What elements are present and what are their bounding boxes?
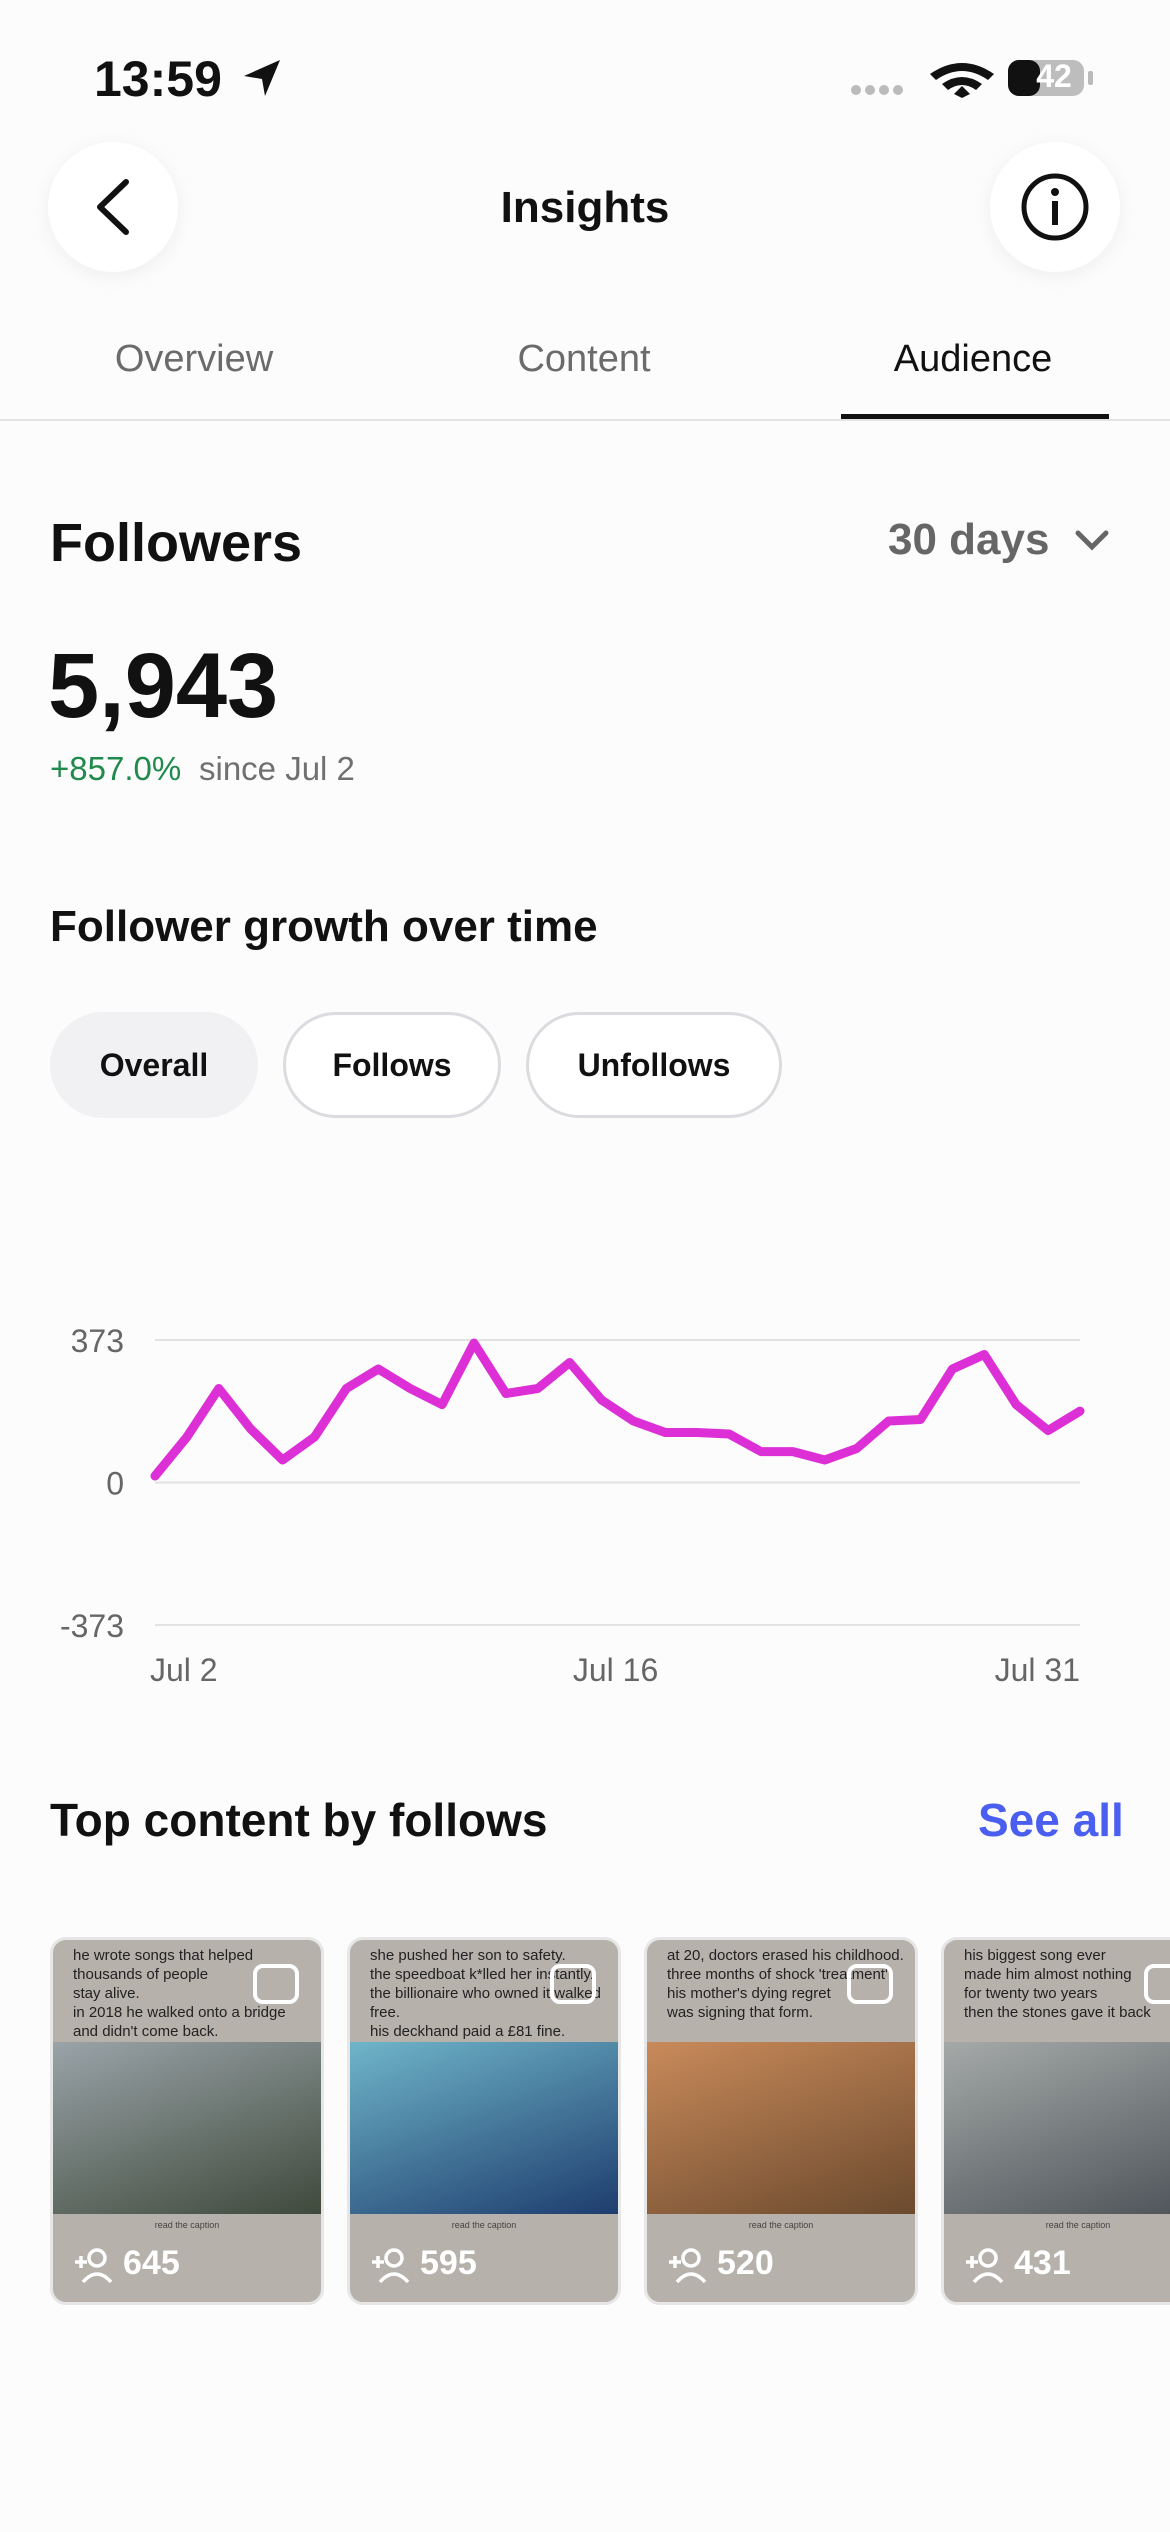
section-title: Followers: [50, 513, 303, 573]
tab-active[interactable]: Audience: [893, 338, 1053, 380]
follow-count: 520: [717, 2244, 774, 2282]
y-tick-label: 373: [71, 1323, 124, 1359]
content-card[interactable]: at 20, doctors erased his childhood. thre…: [644, 1937, 918, 2305]
content-card[interactable]: he wrote songs that helped thousands of p…: [50, 1937, 324, 2305]
period-selector[interactable]: 30 days: [888, 515, 1050, 564]
caption-line: made him almost nothing: [964, 1966, 1132, 1983]
follow-icon: [669, 2248, 707, 2284]
caption-line: then the stones gave it back: [964, 2004, 1151, 2021]
filter-pill[interactable]: Unfollows: [526, 1012, 782, 1118]
caption-line: three months of shock 'treatment'.: [667, 1966, 892, 1983]
caption-line: thousands of people: [73, 1966, 209, 1983]
card-caption: his biggest song ever made him almost not…: [964, 1946, 1151, 2022]
follow-count: 645: [123, 2244, 180, 2282]
follow-icon: [75, 2248, 113, 2284]
location-icon: [244, 60, 280, 96]
reel-icon: [253, 1964, 299, 2004]
caption-line: the speedboat k*lled her instantly.: [370, 1966, 595, 1983]
section-title: Top content by follows: [50, 1794, 548, 1846]
card-footer: read the caption: [1045, 2220, 1111, 2230]
card-caption: he wrote songs that helped thousands of p…: [73, 1946, 286, 2041]
card-footer: read the caption: [154, 2220, 220, 2230]
card-photo: [647, 2042, 915, 2214]
card-footer: read the caption: [748, 2220, 814, 2230]
reel-icon: [847, 1964, 893, 2004]
caption-line: at 20, doctors erased his childhood.: [667, 1947, 904, 1964]
reel-icon: [550, 1964, 596, 2004]
back-button[interactable]: [48, 142, 178, 272]
content-card[interactable]: she pushed her son to safety. the speedbo…: [347, 1937, 621, 2305]
follow-icon: [966, 2248, 1004, 2284]
x-tick-label: Jul 2: [150, 1652, 218, 1688]
caption-line: his mother's dying regret: [667, 1985, 831, 2002]
follow-icon: [372, 2248, 410, 2284]
follow-count: 595: [420, 2244, 477, 2282]
status-icons: [851, 60, 1093, 98]
back-icon: [97, 179, 129, 235]
caption-line: she pushed her son to safety.: [370, 1947, 566, 1964]
filter-pill[interactable]: Follows: [283, 1012, 501, 1118]
card-caption: at 20, doctors erased his childhood. thre…: [667, 1946, 904, 2022]
caption-line: was signing that form.: [667, 2004, 813, 2021]
tab-divider: [0, 419, 1170, 421]
chevron-icon: [1075, 530, 1109, 551]
caption-line: for twenty two years: [964, 1985, 1098, 2002]
card-photo: [350, 2042, 618, 2214]
info-button[interactable]: [990, 142, 1120, 272]
tab-indicator: [841, 414, 1109, 419]
follower-count: 5,943: [48, 635, 279, 737]
card-photo: [944, 2042, 1170, 2214]
battery-level: 42: [1036, 58, 1072, 94]
card-photo: [53, 2042, 321, 2214]
line-chart: -373 0 373 Jul 2 Jul 16 Jul 31: [60, 1323, 1085, 1688]
content-card[interactable]: his biggest song ever made him almost not…: [941, 1937, 1170, 2305]
reel-icon: [1144, 1964, 1170, 2004]
change-percent: +857.0%: [50, 750, 182, 787]
caption-line: in 2018 he walked onto a bridge: [73, 2004, 286, 2021]
data-line: [150, 1338, 1085, 1481]
chart-title: Follower growth over time: [50, 902, 598, 951]
caption-line: the billionaire who owned it walked free…: [370, 1985, 601, 2021]
caption-line: his biggest song ever: [964, 1947, 1106, 1964]
caption-line: his deckhand paid a £81 fine.: [370, 2023, 566, 2040]
x-tick-label: Jul 16: [573, 1652, 658, 1688]
card-caption: she pushed her son to safety. the speedbo…: [370, 1946, 618, 2041]
page-title: Insights: [500, 183, 670, 232]
tab[interactable]: Overview: [114, 338, 274, 380]
filter-pill-active[interactable]: Overall: [50, 1012, 258, 1118]
y-tick-label: -373: [60, 1608, 124, 1644]
see-all-link[interactable]: See all: [978, 1794, 1124, 1846]
card-footer: read the caption: [451, 2220, 517, 2230]
y-tick-label: 0: [106, 1466, 124, 1502]
follow-count: 431: [1014, 2244, 1071, 2282]
caption-line: he wrote songs that helped: [73, 1947, 254, 1964]
tab[interactable]: Content: [517, 338, 651, 380]
x-tick-label: Jul 31: [995, 1652, 1080, 1688]
change-since: since Jul 2: [199, 750, 355, 787]
caption-line: stay alive.: [73, 1985, 140, 2002]
status-time: 13:59: [94, 51, 222, 107]
info-icon: [1021, 173, 1089, 241]
caption-line: and didn't come back.: [73, 2023, 219, 2040]
